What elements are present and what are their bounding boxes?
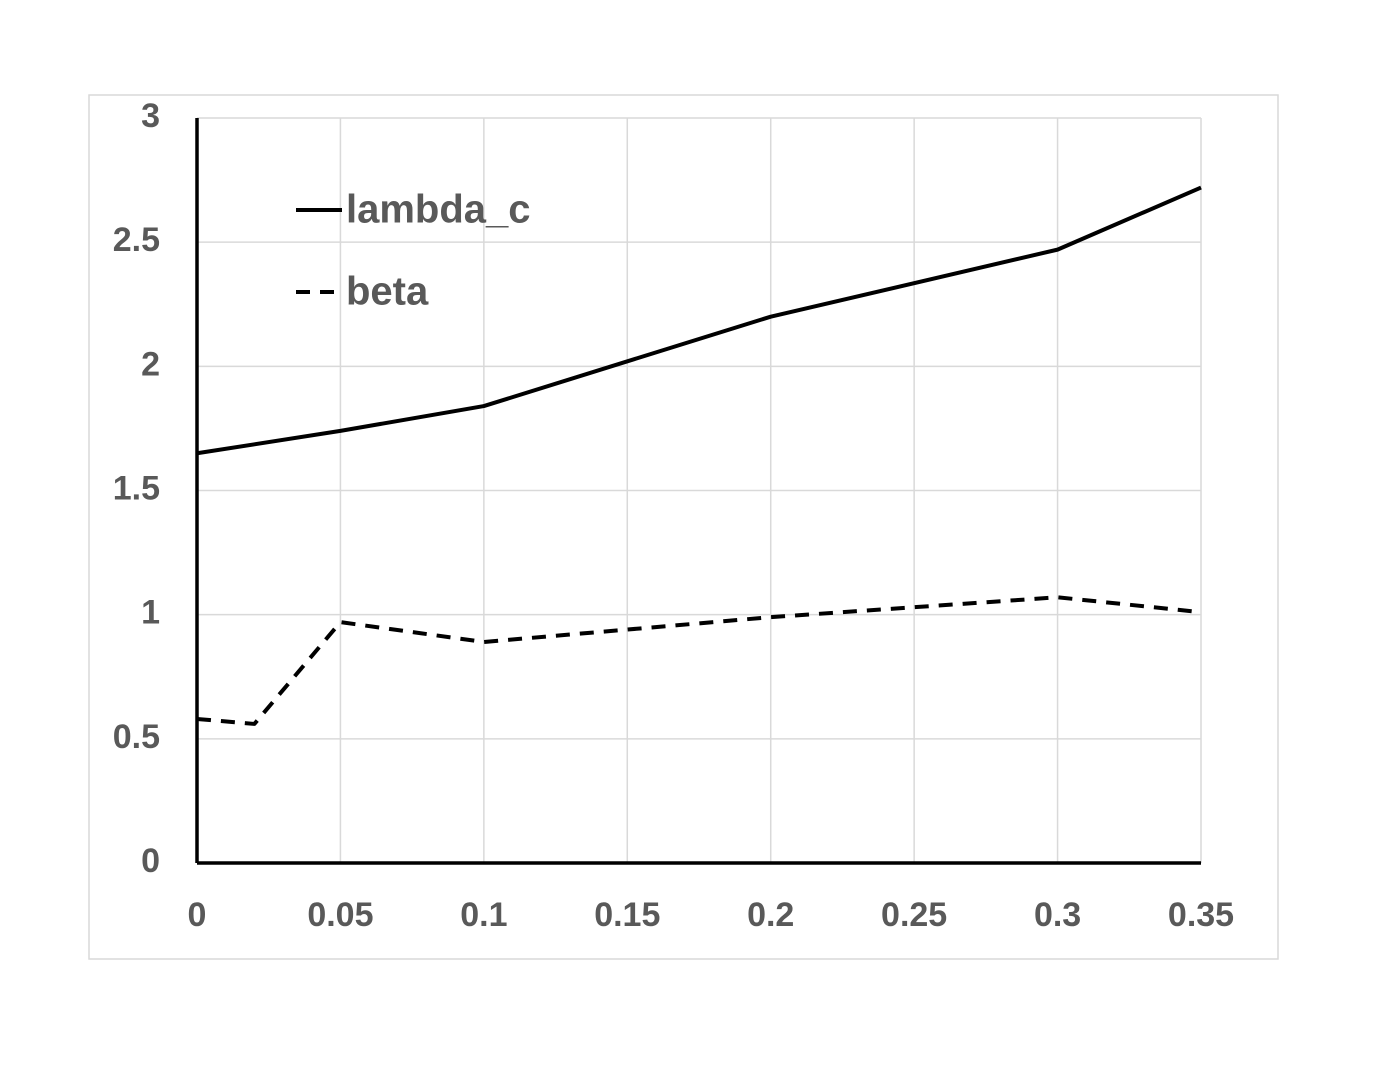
x-tick-label: 0.3	[1034, 896, 1081, 934]
y-tick-label: 0	[141, 842, 160, 880]
legend-label: lambda_c	[346, 188, 531, 232]
y-tick-label: 1	[141, 594, 160, 632]
x-tick-label: 0.15	[594, 896, 660, 934]
x-tick-label: 0.2	[747, 896, 794, 934]
grid	[196, 117, 1202, 864]
chart-border	[88, 94, 1279, 960]
y-tick-label: 2	[141, 345, 160, 383]
series-line	[196, 185, 1202, 456]
x-tick-label: 0.1	[460, 896, 507, 934]
x-tick-label: 0.35	[1168, 896, 1234, 934]
y-tick-label: 0.5	[113, 718, 160, 756]
x-tick-label: 0	[188, 896, 207, 934]
plot	[195, 118, 1202, 865]
legend-label: beta	[346, 270, 429, 314]
y-tick-label: 1.5	[113, 469, 160, 507]
x-tick-label: 0.25	[881, 896, 947, 934]
x-tick-label: 0.05	[307, 896, 373, 934]
y-tick-label: 2.5	[113, 221, 160, 259]
series-line	[196, 595, 1202, 726]
y-tick-label: 3	[141, 97, 160, 135]
